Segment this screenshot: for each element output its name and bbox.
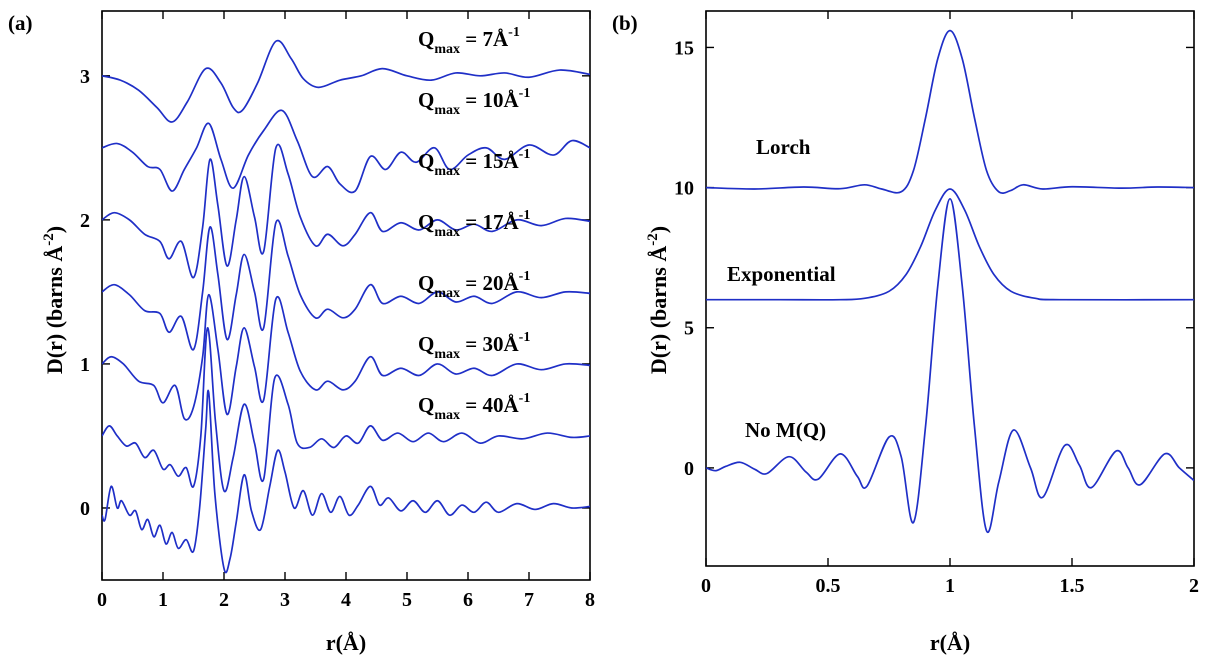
series-label-q: Q	[418, 210, 434, 234]
series-label-sup: -1	[519, 391, 531, 406]
panel-label: (a)	[8, 11, 33, 35]
series-label: Qmax = 20Å-1	[418, 269, 530, 301]
series-line	[102, 39, 590, 123]
x-tick-label: 6	[463, 589, 473, 611]
panel-b: 0 0.5 1 1.5 2 0 5 10 15 (b) r(Å) D(r) (barns Å-2) Lo…	[612, 10, 1199, 655]
series-label-q: Q	[418, 271, 434, 295]
y-axis-title-sup: -2	[645, 233, 661, 246]
series-label-eq: = 30Å	[460, 332, 519, 356]
y-axis-title-close: )	[646, 226, 671, 233]
y-tick-label: 5	[684, 318, 694, 340]
x-tick-label: 7	[524, 589, 534, 611]
series-label: Qmax = 10Å-1	[418, 86, 530, 118]
plot-frame	[705, 10, 1195, 567]
series-label-q: Q	[418, 149, 434, 173]
series-line	[102, 327, 590, 493]
series-line	[706, 188, 1194, 301]
series-label-sup: -1	[519, 269, 531, 284]
x-axis-title: r(Å)	[326, 630, 366, 655]
series-label-eq: = 20Å	[460, 271, 519, 295]
series-label-eq: = 17Å	[460, 210, 519, 234]
y-axis-title-close: )	[42, 226, 67, 233]
x-tick-label: 2	[1189, 575, 1199, 597]
series-line	[706, 197, 1194, 534]
series-label-sup: -1	[519, 147, 531, 162]
series-label: Exponential	[727, 262, 836, 286]
x-tick-label: 4	[341, 589, 351, 611]
series-label: Qmax = 40Å-1	[418, 391, 530, 423]
series-label-q: Q	[418, 27, 434, 51]
series-label-sub: max	[434, 225, 460, 240]
series-line	[102, 109, 590, 194]
series-label-sup: -1	[519, 330, 531, 345]
series-label-eq: = 15Å	[460, 149, 519, 173]
x-tick-label: 1	[945, 575, 955, 597]
series-line	[102, 219, 590, 351]
x-tick-label: 1.5	[1060, 575, 1085, 597]
series-line	[102, 143, 590, 279]
y-tick-label: 1	[80, 354, 90, 376]
x-axis-title: r(Å)	[930, 630, 970, 655]
series-label-sub: max	[434, 103, 460, 118]
y-tick-label: 0	[684, 458, 694, 480]
y-tick-label: 0	[80, 498, 90, 520]
y-axis-title-sup: -2	[41, 233, 57, 246]
series-label: Qmax = 17Å-1	[418, 208, 530, 240]
panel-a: 0 1 2 3 4 5 6 7 8 0 1 2 3 (a) r(Å) D(r) (barns Å-2) Qmax…	[8, 10, 595, 655]
series-label-sub: max	[434, 347, 460, 362]
panel-label: (b)	[612, 11, 638, 35]
x-tick-label: 1	[158, 589, 168, 611]
series-label-eq: = 7Å	[460, 27, 509, 51]
series-label-q: Q	[418, 88, 434, 112]
series-label-sub: max	[434, 408, 460, 423]
series-label: No M(Q)	[745, 418, 826, 442]
series-line	[706, 29, 1194, 194]
y-tick-label: 3	[80, 66, 90, 88]
x-tick-label: 2	[219, 589, 229, 611]
x-tick-label: 0	[701, 575, 711, 597]
series-label-q: Q	[418, 332, 434, 356]
series-line	[102, 293, 590, 421]
x-tick-label: 8	[585, 589, 595, 611]
series-label-eq: = 40Å	[460, 393, 519, 417]
series-label-sub: max	[434, 42, 460, 57]
series-label-sup: -1	[508, 25, 520, 40]
y-axis-title: D(r) (barns Å-2)	[41, 226, 67, 374]
y-axis-title-main: D(r) (barns Å	[646, 246, 671, 374]
series-label: Qmax = 30Å-1	[418, 330, 530, 362]
series-label: Lorch	[756, 135, 811, 159]
series-label-eq: = 10Å	[460, 88, 519, 112]
y-tick-label: 10	[674, 178, 694, 200]
series-label-sup: -1	[519, 86, 531, 101]
series-label-sup: -1	[519, 208, 531, 223]
series-line	[102, 389, 590, 574]
series-label: Qmax = 7Å-1	[418, 25, 520, 57]
y-tick-label: 15	[674, 37, 694, 59]
series-label-sub: max	[434, 286, 460, 301]
y-axis-title: D(r) (barns Å-2)	[645, 226, 671, 374]
series-label-q: Q	[418, 393, 434, 417]
x-tick-label: 5	[402, 589, 412, 611]
series-label-sub: max	[434, 164, 460, 179]
x-tick-label: 3	[280, 589, 290, 611]
x-tick-label: 0	[97, 589, 107, 611]
y-axis-title-main: D(r) (barns Å	[42, 246, 67, 374]
y-tick-label: 2	[80, 210, 90, 232]
series-label: Qmax = 15Å-1	[418, 147, 530, 179]
x-tick-label: 0.5	[816, 575, 841, 597]
